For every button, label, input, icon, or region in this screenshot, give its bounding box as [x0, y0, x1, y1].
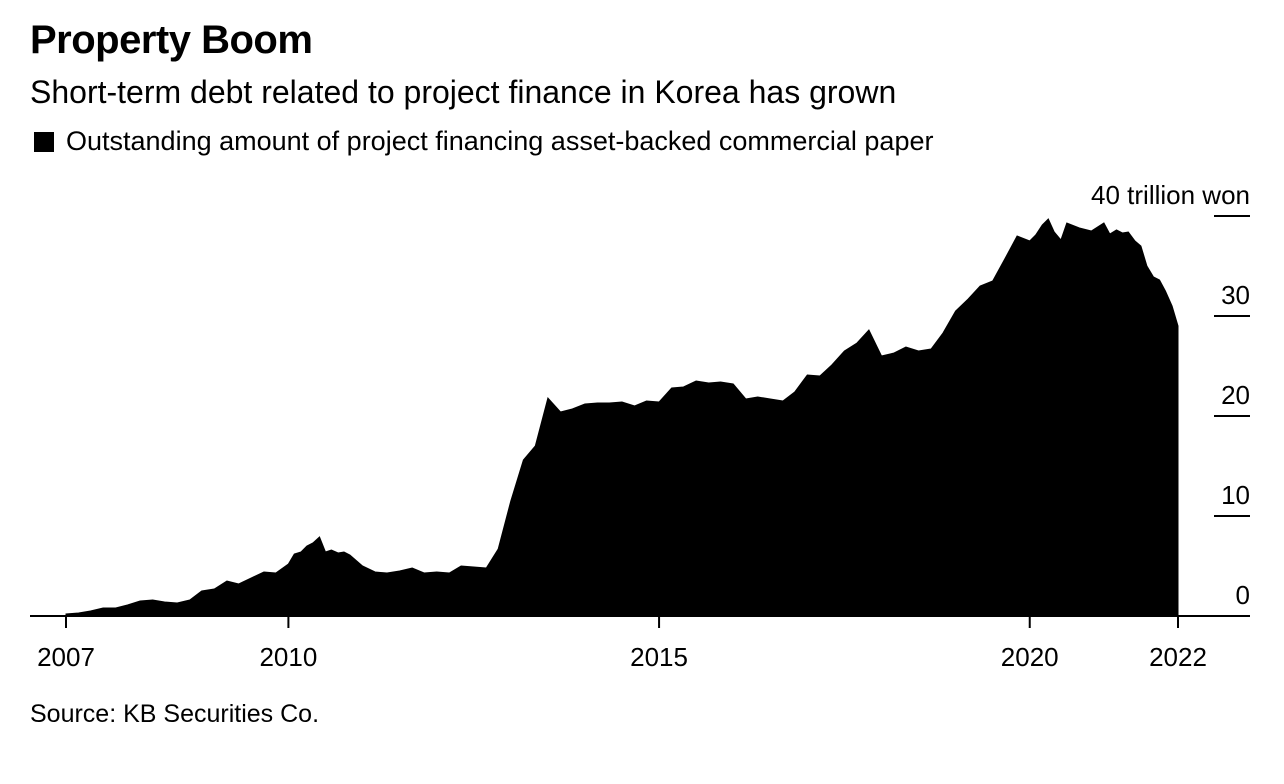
y-tick-label-40: 40 trillion won: [1091, 180, 1250, 210]
x-tick-label-2022: 2022: [1149, 642, 1207, 672]
legend: Outstanding amount of project financing …: [34, 126, 933, 157]
x-tick-label-2020: 2020: [1001, 642, 1059, 672]
area-series: [65, 218, 1179, 617]
y-tick-label-0: 0: [1236, 580, 1250, 610]
y-tick-label-20: 20: [1221, 380, 1250, 410]
y-tick-label-30: 30: [1221, 280, 1250, 310]
x-tick-label-2007: 2007: [37, 642, 95, 672]
legend-label: Outstanding amount of project financing …: [66, 126, 934, 156]
x-tick-label-2010: 2010: [259, 642, 317, 672]
x-tick-label-2015: 2015: [630, 642, 688, 672]
source-note: Source: KB Securities Co.: [30, 700, 320, 728]
y-tick-label-10: 10: [1221, 480, 1250, 510]
chart-subtitle: Short-term debt related to project finan…: [30, 74, 897, 110]
legend-swatch: [34, 131, 54, 152]
chart-title: Property Boom: [30, 18, 313, 62]
